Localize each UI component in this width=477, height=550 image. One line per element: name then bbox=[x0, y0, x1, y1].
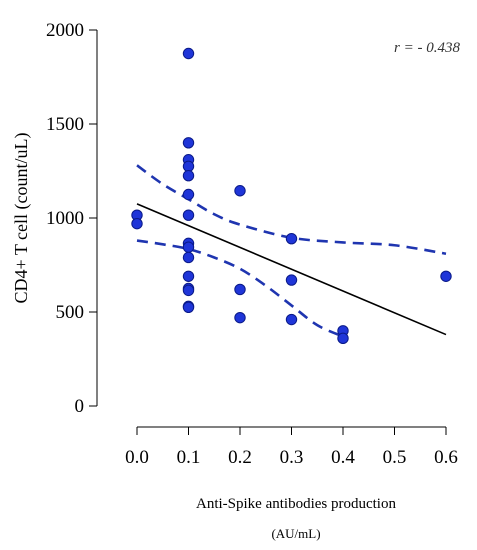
data-point bbox=[234, 185, 246, 197]
y-tick-label: 2000 bbox=[46, 20, 84, 41]
x-tick-label: 0.1 bbox=[177, 447, 201, 468]
x-tick-label: 0.0 bbox=[125, 447, 149, 468]
data-point bbox=[440, 270, 452, 282]
data-point bbox=[234, 311, 246, 324]
data-point bbox=[182, 284, 195, 297]
data-point bbox=[131, 217, 143, 230]
correlation-annotation: r = - 0.438 bbox=[394, 40, 460, 56]
data-point bbox=[285, 232, 298, 245]
data-point bbox=[182, 251, 195, 264]
data-point bbox=[182, 270, 195, 282]
y-tick-label: 0 bbox=[75, 396, 85, 417]
data-point bbox=[285, 274, 298, 286]
x-axis-unit: (AU/mL) bbox=[271, 526, 320, 541]
x-tick-label: 0.4 bbox=[331, 447, 355, 468]
data-point bbox=[182, 170, 195, 182]
data-point bbox=[337, 332, 349, 345]
data-point bbox=[182, 188, 195, 201]
data-points bbox=[131, 47, 452, 345]
y-tick-label: 500 bbox=[56, 302, 85, 323]
x-axis-title: Anti-Spike antibodies production bbox=[196, 496, 396, 512]
x-tick-label: 0.2 bbox=[228, 447, 252, 468]
data-point bbox=[182, 209, 195, 221]
x-tick-label: 0.3 bbox=[280, 447, 304, 468]
data-point bbox=[182, 137, 195, 149]
data-point bbox=[182, 47, 195, 60]
data-point bbox=[234, 283, 246, 296]
x-tick-label: 0.5 bbox=[383, 447, 407, 468]
data-point bbox=[285, 313, 298, 326]
x-axis: 0.0 0.1 0.2 0.3 0.4 0.5 0.6 bbox=[125, 426, 458, 468]
y-tick-label: 1000 bbox=[46, 208, 84, 229]
ci-upper-line bbox=[136, 164, 447, 256]
y-axis: 0 500 1000 1500 2000 bbox=[46, 20, 98, 417]
y-axis-title: CD4+ T cell (count/uL) bbox=[11, 133, 32, 304]
regression-line-group bbox=[136, 203, 447, 336]
data-point bbox=[182, 301, 195, 313]
regression-line bbox=[136, 203, 447, 336]
x-tick-label: 0.6 bbox=[434, 447, 458, 468]
data-point bbox=[182, 160, 195, 173]
data-point bbox=[182, 241, 195, 253]
confidence-band bbox=[136, 164, 447, 338]
y-tick-label: 1500 bbox=[46, 114, 84, 135]
